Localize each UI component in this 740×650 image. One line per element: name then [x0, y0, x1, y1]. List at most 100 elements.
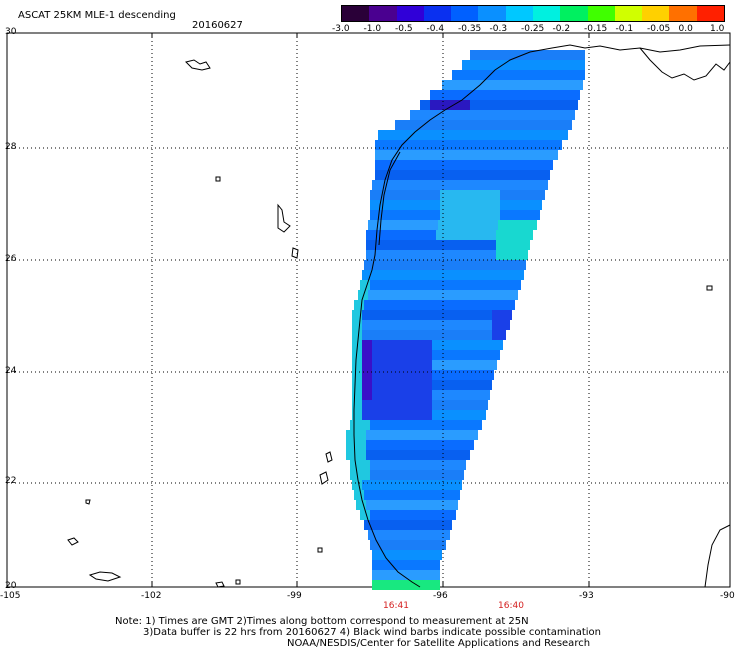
swath-cell — [520, 110, 530, 120]
swath-cell — [415, 150, 425, 160]
swath-cell — [402, 390, 412, 400]
lon-label-99: -99 — [287, 591, 302, 601]
swath-cell — [392, 270, 402, 280]
colorbar-swatch — [478, 6, 506, 21]
swath-cell — [462, 60, 472, 70]
swath-cell — [396, 240, 406, 250]
lat-label-30: 30 — [5, 27, 17, 37]
swath-cell — [378, 290, 388, 300]
swath-cell — [418, 220, 428, 230]
swath-cell — [392, 340, 402, 350]
swath-cell — [422, 550, 432, 560]
swath-cell — [406, 500, 416, 510]
swath-cell — [352, 330, 362, 340]
swath-cell — [494, 300, 504, 310]
swath-cell — [434, 300, 444, 310]
swath-cell — [490, 50, 500, 60]
lon-label-93: -93 — [579, 591, 594, 601]
islands — [67, 59, 713, 588]
swath-cell — [350, 470, 360, 480]
land-outline — [67, 537, 79, 546]
swath-cell — [492, 350, 500, 360]
swath-cell — [462, 320, 472, 330]
swath-cell — [385, 170, 395, 180]
swath-cell — [522, 180, 532, 190]
gulf-coastline — [353, 44, 731, 588]
swath-cell — [466, 440, 474, 450]
swath-cell — [392, 330, 402, 340]
swath-cell — [465, 120, 475, 130]
swath-cell — [440, 460, 450, 470]
swath-cell — [426, 440, 436, 450]
swath-cell — [392, 560, 402, 570]
swath-cell — [462, 180, 472, 190]
swath-cell — [372, 380, 382, 390]
swath-cell — [462, 310, 472, 320]
swath-cell — [570, 50, 580, 60]
swath-cell — [392, 390, 402, 400]
swath-cell — [392, 380, 402, 390]
swath-cell — [350, 460, 360, 470]
swath-cell — [482, 320, 492, 330]
swath-cell — [475, 160, 485, 170]
swath-cell — [535, 150, 545, 160]
swath-cell — [354, 490, 364, 500]
swath-cell — [520, 190, 530, 200]
swath-cell — [442, 350, 452, 360]
swath-cell — [370, 540, 380, 550]
swath-cell — [500, 190, 510, 200]
swath-cell — [394, 520, 404, 530]
swath-cell — [402, 350, 412, 360]
swath-cell — [436, 430, 446, 440]
swath-cell — [482, 180, 492, 190]
swath-cell — [390, 510, 400, 520]
swath-cell — [515, 150, 525, 160]
swath-cell — [482, 60, 492, 70]
swath-cell — [502, 310, 512, 320]
swath-cell — [420, 540, 430, 550]
swath-cell — [450, 190, 460, 200]
swath-cell — [496, 250, 506, 260]
land-outline — [235, 579, 241, 585]
swath-cell — [454, 260, 464, 270]
swath-cell — [448, 220, 458, 230]
swath-cell — [452, 480, 462, 490]
swath-cell — [488, 130, 498, 140]
swath-cell — [382, 400, 392, 410]
swath-cell — [398, 220, 408, 230]
swath-cell — [480, 280, 490, 290]
swath-cell — [420, 460, 430, 470]
swath-cell — [515, 120, 525, 130]
swath-cell — [462, 370, 472, 380]
swath-cell — [392, 320, 402, 330]
swath-cell — [434, 520, 444, 530]
swath-cell — [415, 120, 425, 130]
swath-cell — [360, 420, 370, 430]
swath-cell — [460, 470, 464, 480]
swath-cell — [526, 240, 530, 250]
swath-cell — [382, 480, 392, 490]
swath-cell — [480, 110, 490, 120]
swath-cell — [422, 180, 432, 190]
swath-cell — [545, 160, 553, 170]
swath-cell — [478, 130, 488, 140]
swath-cell — [485, 150, 495, 160]
swath-cell — [526, 250, 528, 260]
swath-cell — [530, 50, 540, 60]
swath-cell — [402, 550, 412, 560]
land-outline — [85, 499, 91, 505]
swath-cell — [412, 570, 422, 580]
swath-cell — [416, 240, 426, 250]
swath-cell — [500, 280, 510, 290]
swath-cell — [412, 370, 422, 380]
swath-cell — [400, 280, 410, 290]
swath-cell — [520, 100, 530, 110]
swath-cell — [432, 350, 442, 360]
swath-cell — [352, 380, 362, 390]
swath-cell — [460, 100, 470, 110]
swath-cell — [542, 60, 552, 70]
swath-cell — [505, 120, 515, 130]
lon-label-96: -96 — [433, 591, 448, 601]
swath-cell — [422, 330, 432, 340]
swath-cell — [392, 370, 402, 380]
